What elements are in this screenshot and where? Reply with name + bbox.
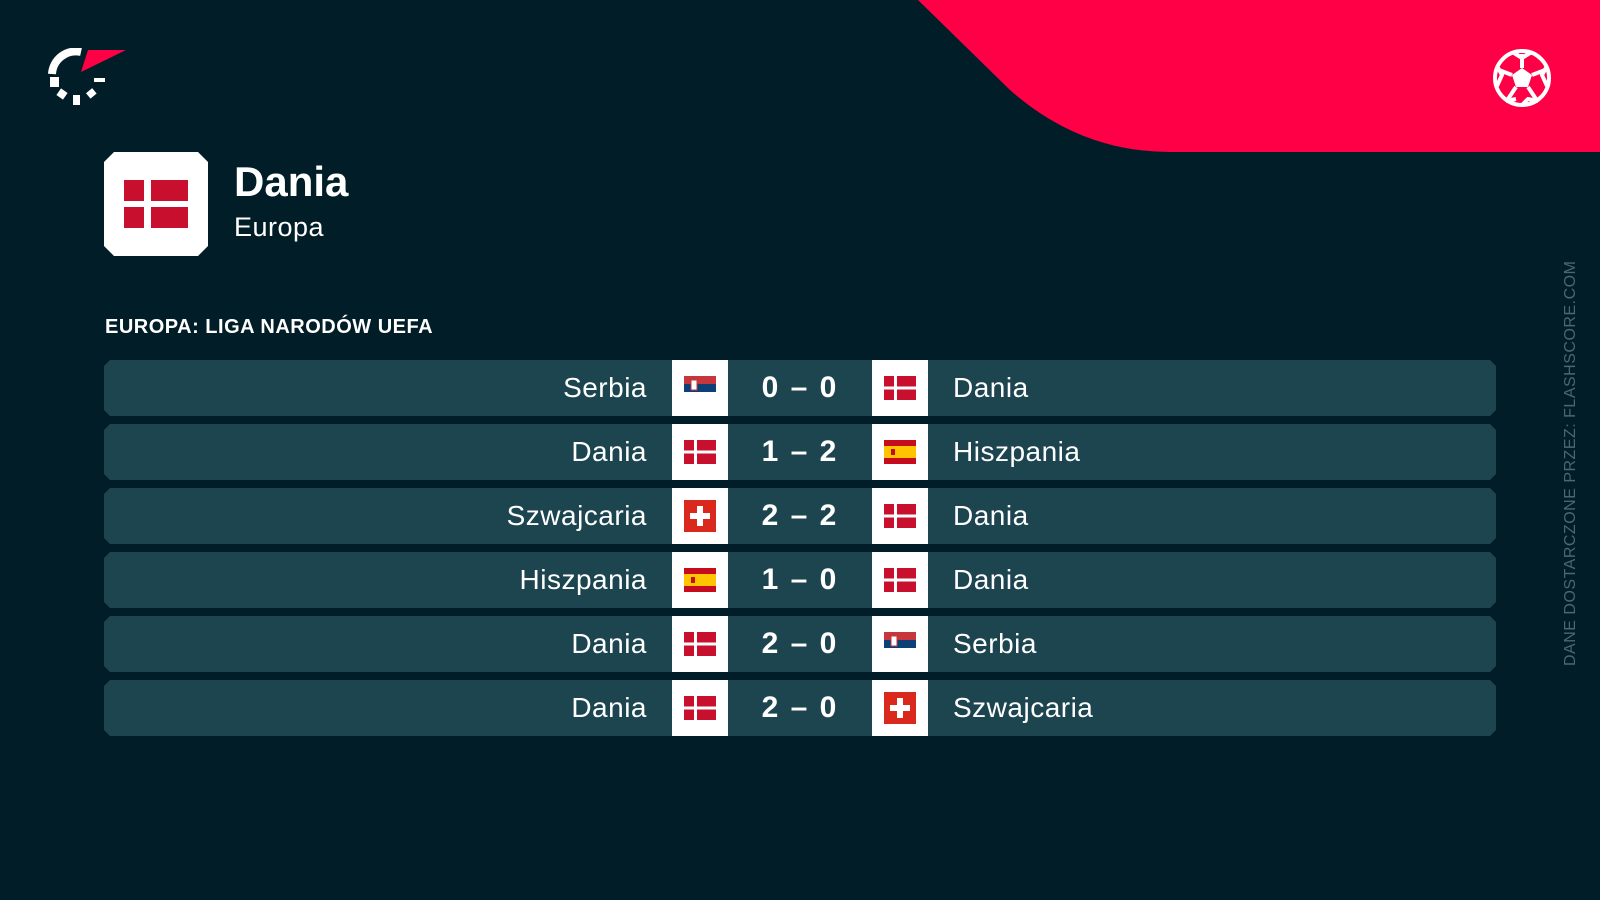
home-flag <box>672 616 728 672</box>
serbia-flag-icon <box>884 632 916 656</box>
switzerland-flag-icon <box>884 692 916 724</box>
away-team: Dania <box>953 372 1029 403</box>
denmark-flag-icon <box>124 180 188 228</box>
away-flag <box>872 360 928 416</box>
away-flag <box>872 552 928 608</box>
decorative-red-banner <box>918 0 1600 152</box>
serbia-flag-icon <box>684 376 716 400</box>
match-row[interactable]: Dania 2 – 0 Serbia <box>104 616 1496 672</box>
away-team: Dania <box>953 564 1029 595</box>
away-team: Hiszpania <box>953 436 1081 467</box>
away-flag <box>872 680 928 736</box>
denmark-flag-icon <box>884 376 916 400</box>
credit-text: DANE DOSTARCZONE PRZEZ: FLASHSCORE.COM <box>1562 260 1579 666</box>
spain-flag-icon <box>884 440 916 464</box>
denmark-flag-icon <box>884 568 916 592</box>
competition-title: EUROPA: LIGA NARODÓW UEFA <box>105 316 434 338</box>
team-logo <box>104 152 208 256</box>
away-team: Dania <box>953 500 1029 531</box>
denmark-flag-icon <box>684 696 716 720</box>
away-team: Szwajcaria <box>953 692 1094 723</box>
away-flag <box>872 616 928 672</box>
home-team: Szwajcaria <box>506 500 647 531</box>
home-team: Hiszpania <box>519 564 647 595</box>
away-team: Serbia <box>953 628 1037 659</box>
denmark-flag-icon <box>884 504 916 528</box>
home-team: Dania <box>571 436 647 467</box>
home-flag <box>672 680 728 736</box>
match-list: Serbia 0 – 0 Dania Dania 1 – 2 Hiszpania S… <box>104 360 1496 744</box>
switzerland-flag-icon <box>684 500 716 532</box>
home-team: Serbia <box>563 372 647 403</box>
home-flag <box>672 552 728 608</box>
home-flag <box>672 488 728 544</box>
score: 2 – 0 <box>761 691 839 724</box>
match-row[interactable]: Dania 1 – 2 Hiszpania <box>104 424 1496 480</box>
score: 0 – 0 <box>761 371 839 404</box>
home-team: Dania <box>571 628 647 659</box>
flashscore-logo <box>48 48 126 105</box>
match-row[interactable]: Szwajcaria 2 – 2 Dania <box>104 488 1496 544</box>
denmark-flag-icon <box>684 632 716 656</box>
home-team: Dania <box>571 692 647 723</box>
score: 2 – 0 <box>761 627 839 660</box>
home-flag <box>672 424 728 480</box>
score: 1 – 2 <box>761 435 839 468</box>
match-row[interactable]: Dania 2 – 0 Szwajcaria <box>104 680 1496 736</box>
score: 1 – 0 <box>761 563 839 596</box>
match-row[interactable]: Serbia 0 – 0 Dania <box>104 360 1496 416</box>
region-subtitle: Europa <box>234 212 325 242</box>
match-row[interactable]: Hiszpania 1 – 0 Dania <box>104 552 1496 608</box>
score: 2 – 2 <box>761 499 839 532</box>
away-flag <box>872 424 928 480</box>
home-flag <box>672 360 728 416</box>
away-flag <box>872 488 928 544</box>
spain-flag-icon <box>684 568 716 592</box>
denmark-flag-icon <box>684 440 716 464</box>
soccer-ball-icon <box>1493 49 1551 107</box>
page-title: Dania <box>234 158 349 205</box>
